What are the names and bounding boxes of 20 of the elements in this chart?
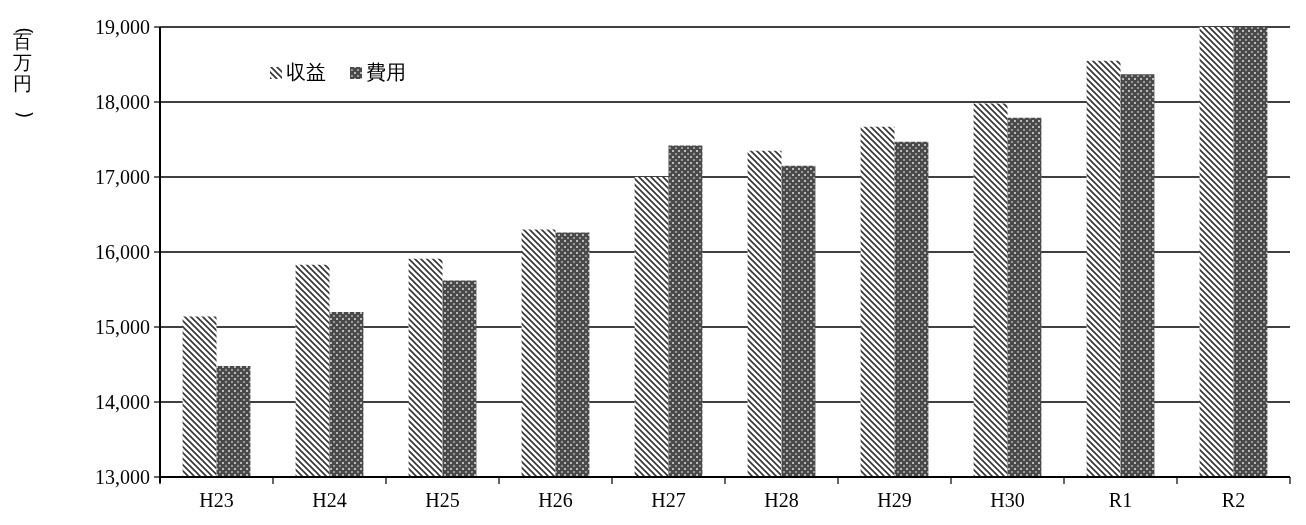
x-tick-label: H25 xyxy=(425,489,460,511)
y-tick-label: 15,000 xyxy=(95,316,150,338)
x-tick-label: H26 xyxy=(538,489,573,511)
y-tick-label: 13,000 xyxy=(95,466,150,488)
y-tick-label: 18,000 xyxy=(95,91,150,113)
y-tick-label: 19,000 xyxy=(95,16,150,38)
x-tick-label: H23 xyxy=(199,489,234,511)
legend-label: 費用 xyxy=(366,61,406,83)
y-axis-title: (百万円) xyxy=(12,27,37,119)
y-tick-label: 14,000 xyxy=(95,391,150,413)
x-tick-label: R2 xyxy=(1221,489,1246,511)
x-tick-label: H28 xyxy=(764,489,799,511)
y-tick-label: 17,000 xyxy=(95,166,150,188)
x-tick-label: H29 xyxy=(877,489,912,511)
x-tick-label: H24 xyxy=(312,489,347,511)
x-tick-label: H30 xyxy=(990,489,1025,511)
legend-label: 収益 xyxy=(286,61,326,83)
x-tick-label: H27 xyxy=(651,489,686,511)
y-tick-label: 16,000 xyxy=(95,241,150,263)
x-tick-label: R1 xyxy=(1108,489,1133,511)
